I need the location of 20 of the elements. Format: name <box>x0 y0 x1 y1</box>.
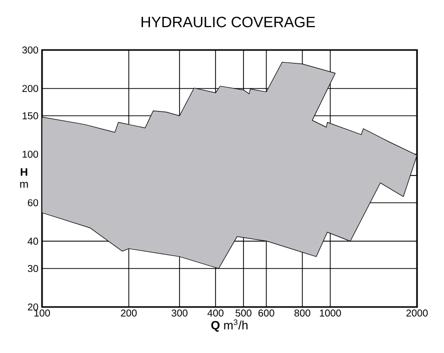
y-tick-label: 300 <box>22 46 38 54</box>
x-tick-label: 600 <box>258 310 274 317</box>
y-tick-label: 100 <box>22 150 38 158</box>
y-axis-title: H m <box>20 168 28 188</box>
x-tick-label: 1000 <box>320 310 341 317</box>
x-tick-label: 300 <box>172 310 188 317</box>
x-tick-label: 500 <box>236 310 252 317</box>
y-tick-label: 40 <box>28 238 38 245</box>
x-tick-label: 2000 <box>406 310 428 317</box>
y-tick-label: 30 <box>28 264 38 272</box>
x-tick-label: 100 <box>34 310 50 317</box>
x-tick-label: 200 <box>120 310 137 317</box>
y-tick-label: 150 <box>22 112 38 120</box>
y-tick-label: 200 <box>22 84 38 92</box>
chart-title: HYDRAULIC COVERAGE <box>142 16 315 28</box>
y-tick-label: 60 <box>28 199 38 206</box>
x-tick-label: 800 <box>294 310 310 317</box>
x-tick-label: 400 <box>207 310 224 317</box>
y-tick-label: 20 <box>28 303 38 311</box>
x-axis-title: Q m$^{3}$/h <box>211 319 248 332</box>
